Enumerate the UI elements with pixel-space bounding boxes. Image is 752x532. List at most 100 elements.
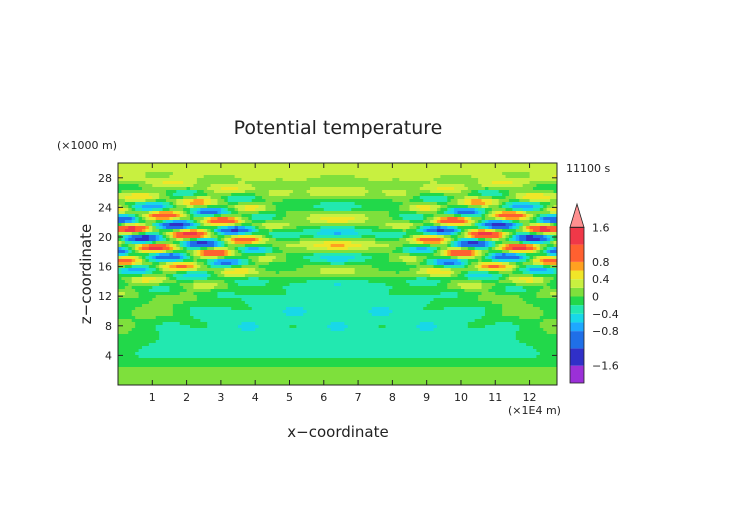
field-cell bbox=[543, 163, 548, 167]
field-cell bbox=[395, 253, 400, 257]
field-cell bbox=[334, 187, 339, 191]
field-cell bbox=[526, 193, 531, 197]
field-cell bbox=[334, 196, 339, 200]
field-cell bbox=[210, 226, 215, 230]
field-cell bbox=[502, 238, 507, 242]
field-cell bbox=[358, 172, 363, 176]
field-cell bbox=[286, 265, 291, 269]
field-cell bbox=[467, 235, 472, 239]
field-cell bbox=[402, 208, 407, 212]
field-cell bbox=[220, 250, 225, 254]
field-cell bbox=[433, 268, 438, 272]
field-cell bbox=[543, 181, 548, 185]
field-cell bbox=[430, 199, 435, 203]
field-cell bbox=[460, 253, 465, 257]
field-cell bbox=[340, 262, 345, 266]
field-cell bbox=[447, 256, 452, 260]
field-cell bbox=[200, 163, 205, 167]
field-cell bbox=[460, 244, 465, 248]
field-cell bbox=[385, 220, 390, 224]
field-cell bbox=[286, 223, 291, 227]
field-cell bbox=[330, 241, 335, 245]
field-cell bbox=[320, 208, 325, 212]
field-cell bbox=[536, 238, 541, 242]
field-cell bbox=[474, 205, 479, 209]
field-cell bbox=[241, 238, 246, 242]
field-cell bbox=[190, 202, 195, 206]
field-cell bbox=[142, 178, 147, 182]
field-cell bbox=[251, 241, 256, 245]
field-cell bbox=[395, 175, 400, 179]
field-cell bbox=[176, 223, 181, 227]
field-cell bbox=[220, 235, 225, 239]
field-cell bbox=[169, 211, 174, 215]
field-cell bbox=[484, 199, 490, 203]
field-cell bbox=[166, 175, 171, 179]
field-cell bbox=[430, 241, 435, 245]
field-cell bbox=[210, 199, 215, 203]
field-cell bbox=[138, 217, 143, 221]
field-cell bbox=[539, 265, 544, 269]
field-cell bbox=[491, 244, 496, 248]
field-cell bbox=[368, 187, 373, 191]
field-cell bbox=[118, 247, 123, 251]
field-cell bbox=[382, 250, 387, 254]
field-cell bbox=[464, 241, 469, 245]
field-cell bbox=[532, 214, 538, 218]
field-cell bbox=[378, 220, 383, 224]
field-cell bbox=[162, 196, 167, 200]
field-cell bbox=[323, 190, 328, 194]
field-cell bbox=[323, 166, 328, 170]
field-cell bbox=[327, 202, 332, 206]
field-cell bbox=[508, 238, 514, 242]
field-cell bbox=[152, 211, 157, 215]
field-cell bbox=[351, 169, 356, 173]
field-cell bbox=[395, 193, 400, 197]
field-cell bbox=[532, 223, 538, 227]
field-cell bbox=[118, 253, 123, 257]
field-cell bbox=[361, 217, 366, 221]
field-cell bbox=[179, 253, 184, 257]
field-cell bbox=[152, 238, 157, 242]
field-cell bbox=[320, 178, 325, 182]
field-cell bbox=[303, 238, 308, 242]
field-cell bbox=[371, 184, 376, 188]
field-cell bbox=[526, 226, 531, 230]
field-cell bbox=[392, 232, 397, 236]
field-cell bbox=[491, 220, 496, 224]
field-cell bbox=[532, 184, 538, 188]
field-cell bbox=[519, 250, 524, 254]
field-cell bbox=[508, 244, 514, 248]
field-cell bbox=[193, 226, 198, 230]
field-cell bbox=[159, 265, 164, 269]
field-cell bbox=[238, 199, 243, 203]
field-cell bbox=[522, 244, 527, 248]
field-cell bbox=[159, 235, 164, 239]
field-cell bbox=[224, 199, 229, 203]
field-cell bbox=[155, 193, 160, 197]
field-cell bbox=[128, 226, 133, 230]
field-cell bbox=[392, 178, 397, 182]
field-cell bbox=[361, 181, 366, 185]
field-cell bbox=[478, 187, 483, 191]
field-cell bbox=[457, 178, 462, 182]
field-cell bbox=[354, 268, 359, 272]
field-cell bbox=[227, 187, 232, 191]
field-cell bbox=[186, 262, 191, 266]
field-cell bbox=[505, 217, 510, 221]
field-cell bbox=[351, 190, 356, 194]
field-cell bbox=[166, 181, 171, 185]
field-cell bbox=[416, 178, 421, 182]
field-cell bbox=[474, 265, 479, 269]
field-cell bbox=[159, 253, 164, 257]
field-cell bbox=[426, 187, 431, 191]
field-cell bbox=[474, 232, 479, 236]
field-cell bbox=[378, 193, 383, 197]
field-cell bbox=[539, 250, 544, 254]
field-cell bbox=[406, 208, 411, 212]
field-cell bbox=[217, 217, 222, 221]
field-cell bbox=[234, 262, 239, 266]
field-cell bbox=[484, 184, 490, 188]
field-cell bbox=[436, 163, 441, 167]
field-cell bbox=[303, 163, 308, 167]
